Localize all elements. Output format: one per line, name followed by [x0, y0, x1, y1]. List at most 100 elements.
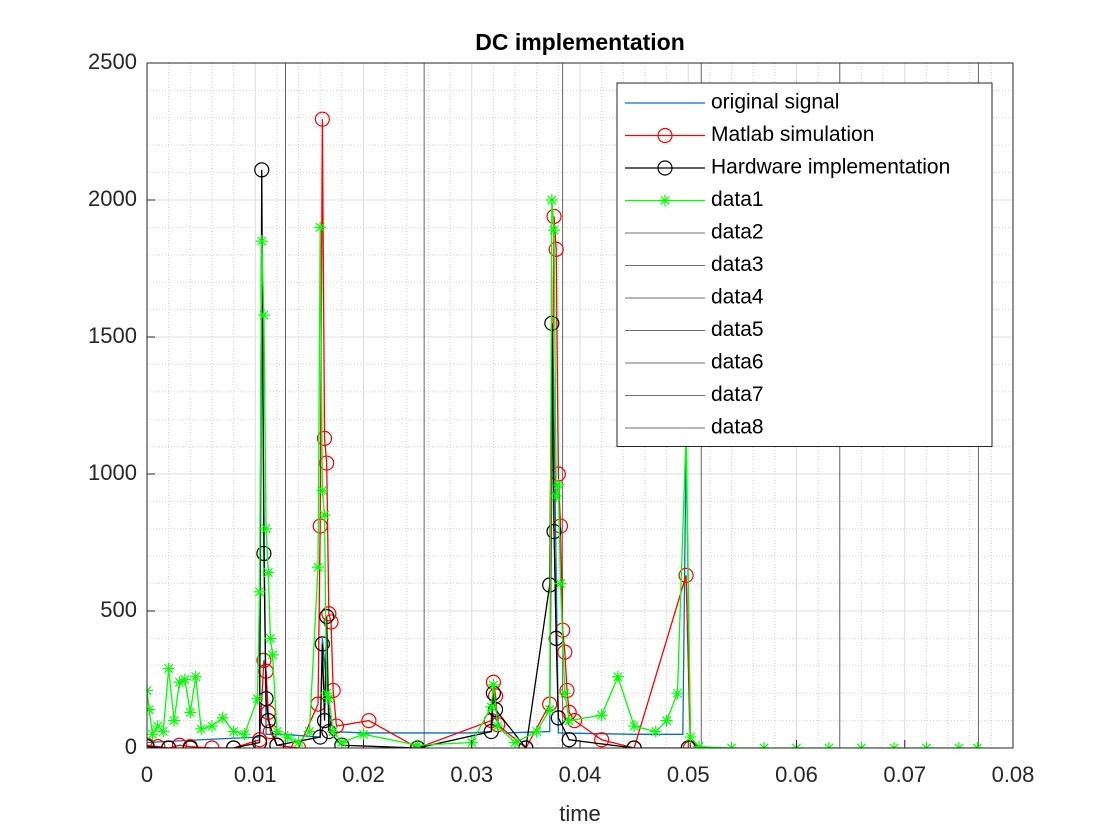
marker: [509, 736, 522, 748]
marker: [322, 692, 335, 705]
marker: [357, 728, 370, 741]
marker: [594, 732, 610, 748]
marker: [552, 478, 565, 491]
marker: [628, 720, 641, 733]
marker: [411, 739, 424, 748]
marker: [226, 740, 242, 748]
marker: [184, 706, 197, 719]
marker: [262, 566, 275, 579]
marker: [550, 710, 566, 726]
marker: [318, 509, 331, 522]
x-tick-label: 0.07: [883, 762, 926, 787]
marker: [314, 111, 330, 127]
legend-box: [616, 82, 993, 447]
legend-label: data6: [711, 351, 764, 374]
marker: [626, 740, 642, 748]
marker: [559, 682, 575, 699]
marker: [314, 636, 330, 652]
y-tick-label: 1000: [88, 460, 137, 485]
marker: [195, 722, 208, 735]
marker: [260, 712, 276, 729]
marker: [270, 725, 283, 738]
marker: [327, 725, 340, 738]
x-tick-label: 0.08: [992, 762, 1035, 787]
marker: [545, 194, 558, 206]
marker: [491, 720, 504, 733]
marker: [548, 241, 564, 257]
x-tick-label: 0.05: [667, 762, 710, 787]
legend-label: original signal: [711, 91, 839, 114]
marker: [238, 728, 251, 741]
marker: [182, 740, 198, 748]
marker: [147, 739, 155, 748]
y-tick-label: 0: [125, 734, 137, 759]
x-tick-label: 0.04: [559, 762, 602, 787]
legend-label: Matlab simulation: [711, 123, 874, 146]
marker: [550, 489, 563, 502]
marker: [659, 194, 671, 207]
marker: [151, 720, 164, 733]
marker: [312, 561, 325, 574]
marker: [281, 731, 294, 744]
grid: [146, 62, 1014, 749]
marker: [611, 670, 624, 683]
legend-label: Hardware implementation: [711, 156, 950, 179]
marker: [216, 711, 229, 724]
marker: [269, 737, 285, 748]
legend-label: data4: [711, 286, 764, 309]
series-line: [147, 199, 978, 748]
marker: [554, 577, 567, 590]
y-tick-label: 2000: [88, 186, 137, 211]
marker: [316, 430, 333, 446]
legend-label: data8: [711, 416, 764, 439]
marker: [168, 714, 181, 727]
marker: [314, 221, 327, 234]
marker: [264, 632, 277, 645]
x-tick-label: 0.03: [450, 762, 493, 787]
marker: [561, 732, 577, 748]
marker: [256, 545, 272, 562]
marker: [563, 714, 576, 727]
marker: [147, 703, 156, 716]
legend: original signal Matlab simulation Hardware…: [616, 82, 993, 447]
x-tick-label: 0.06: [775, 762, 818, 787]
marker: [595, 709, 608, 722]
legend-label: data3: [711, 253, 764, 276]
x-tick-label: 0: [141, 762, 153, 787]
marker: [319, 608, 335, 625]
chart-title: DC implementation: [475, 29, 685, 55]
marker: [256, 652, 272, 668]
legend-label: data7: [711, 383, 764, 406]
x-tick-label: 0.02: [342, 762, 385, 787]
marker: [260, 522, 273, 535]
marker: [660, 714, 673, 727]
marker: [312, 729, 328, 745]
marker: [657, 160, 673, 176]
y-tick-label: 2500: [88, 49, 137, 74]
marker: [251, 734, 268, 748]
marker: [173, 676, 186, 689]
marker: [649, 725, 662, 738]
marker: [251, 692, 264, 705]
marker: [303, 725, 316, 738]
marker: [548, 224, 561, 237]
marker: [320, 687, 333, 700]
marker: [319, 455, 335, 471]
marker: [321, 606, 337, 622]
legend-label: data2: [711, 221, 764, 244]
marker: [266, 648, 279, 661]
marker: [162, 662, 175, 675]
marker: [157, 725, 170, 738]
marker: [323, 614, 339, 630]
series-line: [147, 119, 692, 748]
marker: [485, 700, 498, 713]
marker: [361, 712, 377, 729]
legend-label: data5: [711, 318, 764, 341]
marker: [684, 731, 697, 744]
marker: [316, 484, 329, 497]
x-axis-label: time: [559, 801, 601, 826]
marker: [546, 523, 562, 540]
marker: [657, 127, 673, 144]
marker: [178, 673, 191, 686]
